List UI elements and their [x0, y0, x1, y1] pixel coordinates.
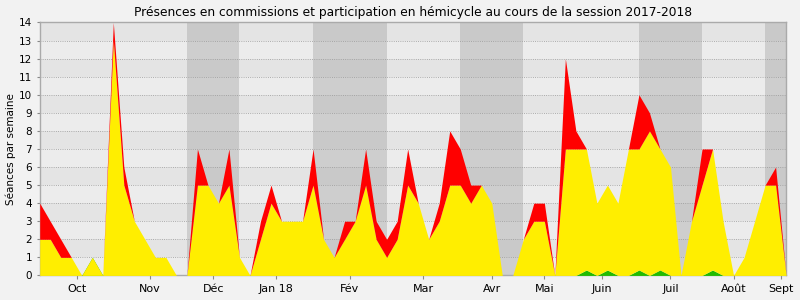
Bar	[40, 22, 786, 40]
Bar	[40, 221, 786, 239]
Bar	[40, 58, 786, 77]
Bar	[460, 22, 523, 275]
Bar	[40, 77, 786, 95]
Bar	[765, 22, 797, 275]
Bar	[40, 95, 786, 113]
Bar	[40, 257, 786, 275]
Bar	[639, 22, 702, 275]
Bar	[40, 239, 786, 257]
Bar	[313, 22, 386, 275]
Bar	[40, 113, 786, 131]
Title: Présences en commissions et participation en hémicycle au cours de la session 20: Présences en commissions et participatio…	[134, 6, 692, 19]
Bar	[40, 203, 786, 221]
Bar	[40, 185, 786, 203]
Y-axis label: Séances par semaine: Séances par semaine	[6, 93, 16, 205]
Bar	[40, 149, 786, 167]
Bar	[40, 40, 786, 58]
Bar	[40, 167, 786, 185]
Bar	[40, 131, 786, 149]
Bar	[187, 22, 239, 275]
